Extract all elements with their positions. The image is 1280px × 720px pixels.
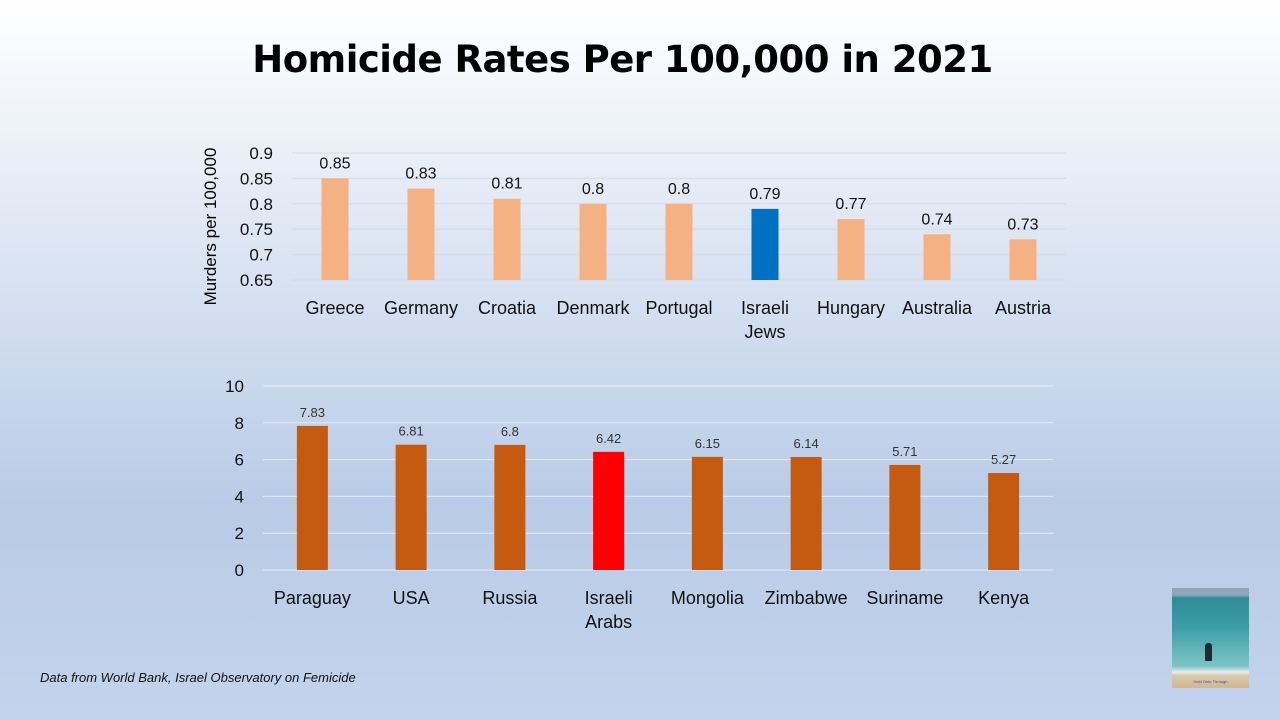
y-tick-label: 10 [225,377,244,396]
photo-caption: Hold Onto Through [1193,679,1228,684]
y-tick-label: 8 [235,414,244,433]
category-label: Austria [995,298,1052,318]
y-tick-label: 0.9 [249,144,273,163]
category-label: Portugal [645,298,712,318]
data-label: 0.81 [491,176,522,193]
y-tick-label: 6 [235,451,244,470]
category-label: Germany [384,298,458,318]
data-label: 6.81 [398,424,423,439]
category-label: Zimbabwe [765,588,848,608]
data-label: 0.8 [668,181,690,198]
category-label: Greece [305,298,364,318]
category-label: Hungary [817,298,885,318]
data-label: 5.71 [892,444,917,459]
bar-russia [494,444,526,570]
source-note: Data from World Bank, Israel Observatory… [40,670,356,685]
y-tick-label: 4 [235,487,244,506]
y-tick-label: 0 [235,561,244,580]
category-label: Denmark [556,298,630,318]
bar-hungary [837,219,865,280]
category-label: USA [393,588,430,608]
y-tick-label: 2 [235,524,244,543]
data-label: 0.85 [319,155,350,172]
beach-photo-thumbnail: Hold Onto Through [1172,588,1249,688]
slide-title: Homicide Rates Per 100,000 in 2021 [252,38,993,81]
person-figure-icon [1205,643,1212,661]
bar-paraguay [296,425,328,570]
y-tick-label: 0.65 [240,271,273,290]
category-label: Russia [482,588,538,608]
category-label: Suriname [866,588,943,608]
y-tick-label: 0.85 [240,169,273,188]
data-label: 7.83 [300,405,325,420]
data-label: 5.27 [991,452,1016,467]
category-label-line: Israeli [741,298,789,318]
data-label: 0.77 [835,196,866,213]
bar-israeli-arabs [593,451,625,570]
bar-austria [1009,239,1037,280]
category-label: Israeli Arabs [585,588,633,632]
data-label: 6.15 [695,436,720,451]
bar-mongolia [691,456,723,570]
bar-australia [923,234,951,280]
bar-zimbabwe [790,457,822,570]
data-label: 6.14 [793,436,818,451]
category-label: Israeli Jews [741,298,789,342]
bar-suriname [889,464,921,570]
data-label: 0.74 [921,211,952,228]
data-label: 0.73 [1007,216,1038,233]
y-tick-label: 0.7 [249,246,273,265]
bar-portugal [665,203,693,280]
data-label: 6.42 [596,431,621,446]
category-label-line: Jews [744,322,785,342]
y-tick-label: 0.75 [240,220,273,239]
category-label: Mongolia [671,588,745,608]
y-axis-label: Murders per 100,000 [201,148,220,306]
chart-europe-homicide: 0.65 0.7 0.75 0.8 0.85 0.9 Murders per 100,000… [201,144,1066,342]
category-label-line: Israeli [585,588,633,608]
bar-israeli-jews [751,208,779,280]
category-label: Kenya [978,588,1030,608]
bar-kenya [988,473,1020,570]
data-label: 6.8 [501,424,519,439]
category-label: Paraguay [274,588,351,608]
data-label: 0.83 [405,166,436,183]
category-label: Australia [902,298,973,318]
y-tick-label: 0.8 [249,195,273,214]
category-label: Croatia [478,298,537,318]
category-label-line: Arabs [585,612,632,632]
bar-germany [407,188,435,280]
bar-croatia [493,198,521,280]
data-label: 0.8 [582,181,604,198]
bar-denmark [579,203,607,280]
bar-usa [395,444,427,570]
bar-greece [321,178,349,280]
data-label: 0.79 [749,186,780,203]
